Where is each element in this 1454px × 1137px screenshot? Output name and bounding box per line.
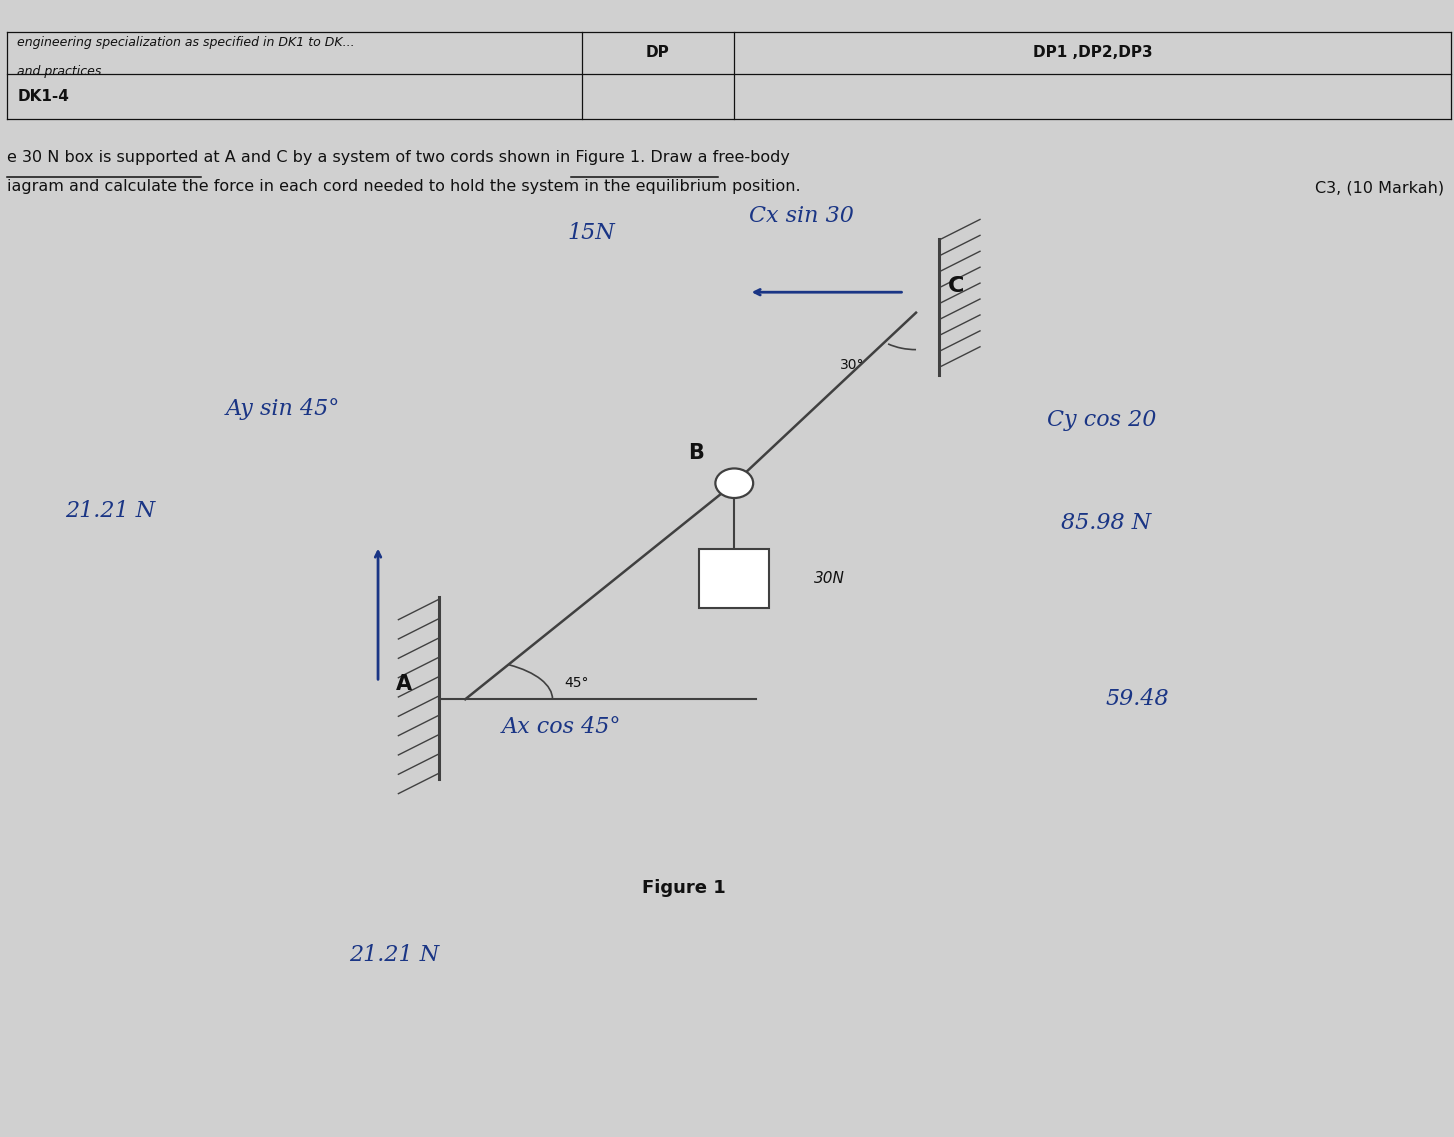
Text: Figure 1: Figure 1 (641, 879, 726, 897)
Text: C3, (10 Markah): C3, (10 Markah) (1314, 181, 1444, 196)
Text: B: B (688, 442, 704, 463)
Text: 30N: 30N (814, 571, 845, 587)
Text: DP: DP (646, 45, 670, 60)
Text: iagram and calculate the force in each cord needed to hold the system in the equ: iagram and calculate the force in each c… (7, 179, 801, 193)
Circle shape (715, 468, 753, 498)
Text: 30°: 30° (840, 358, 865, 372)
Bar (699, 549, 769, 608)
Text: 59.48: 59.48 (1105, 688, 1169, 709)
Text: Cx sin 30: Cx sin 30 (749, 205, 853, 226)
Text: engineering specialization as specified in DK1 to DK...: engineering specialization as specified … (17, 36, 355, 49)
Text: e 30 N box is supported at A and C by a system of two cords shown in Figure 1. D: e 30 N box is supported at A and C by a … (7, 150, 790, 165)
Text: Cy cos 20: Cy cos 20 (1047, 409, 1156, 431)
Text: DK1-4: DK1-4 (17, 89, 70, 105)
Text: 45°: 45° (564, 677, 589, 690)
Text: DP1 ,DP2,DP3: DP1 ,DP2,DP3 (1032, 45, 1153, 60)
Text: Ax cos 45°: Ax cos 45° (502, 716, 621, 738)
Text: 85.98 N: 85.98 N (1061, 512, 1152, 533)
Text: C: C (948, 275, 964, 296)
Text: 21.21 N: 21.21 N (65, 500, 156, 522)
Text: 15N: 15N (567, 222, 615, 243)
Text: 21.21 N: 21.21 N (349, 944, 439, 965)
Text: and practices.: and practices. (17, 65, 106, 77)
Text: Ay sin 45°: Ay sin 45° (225, 398, 340, 420)
Text: A: A (395, 673, 411, 694)
